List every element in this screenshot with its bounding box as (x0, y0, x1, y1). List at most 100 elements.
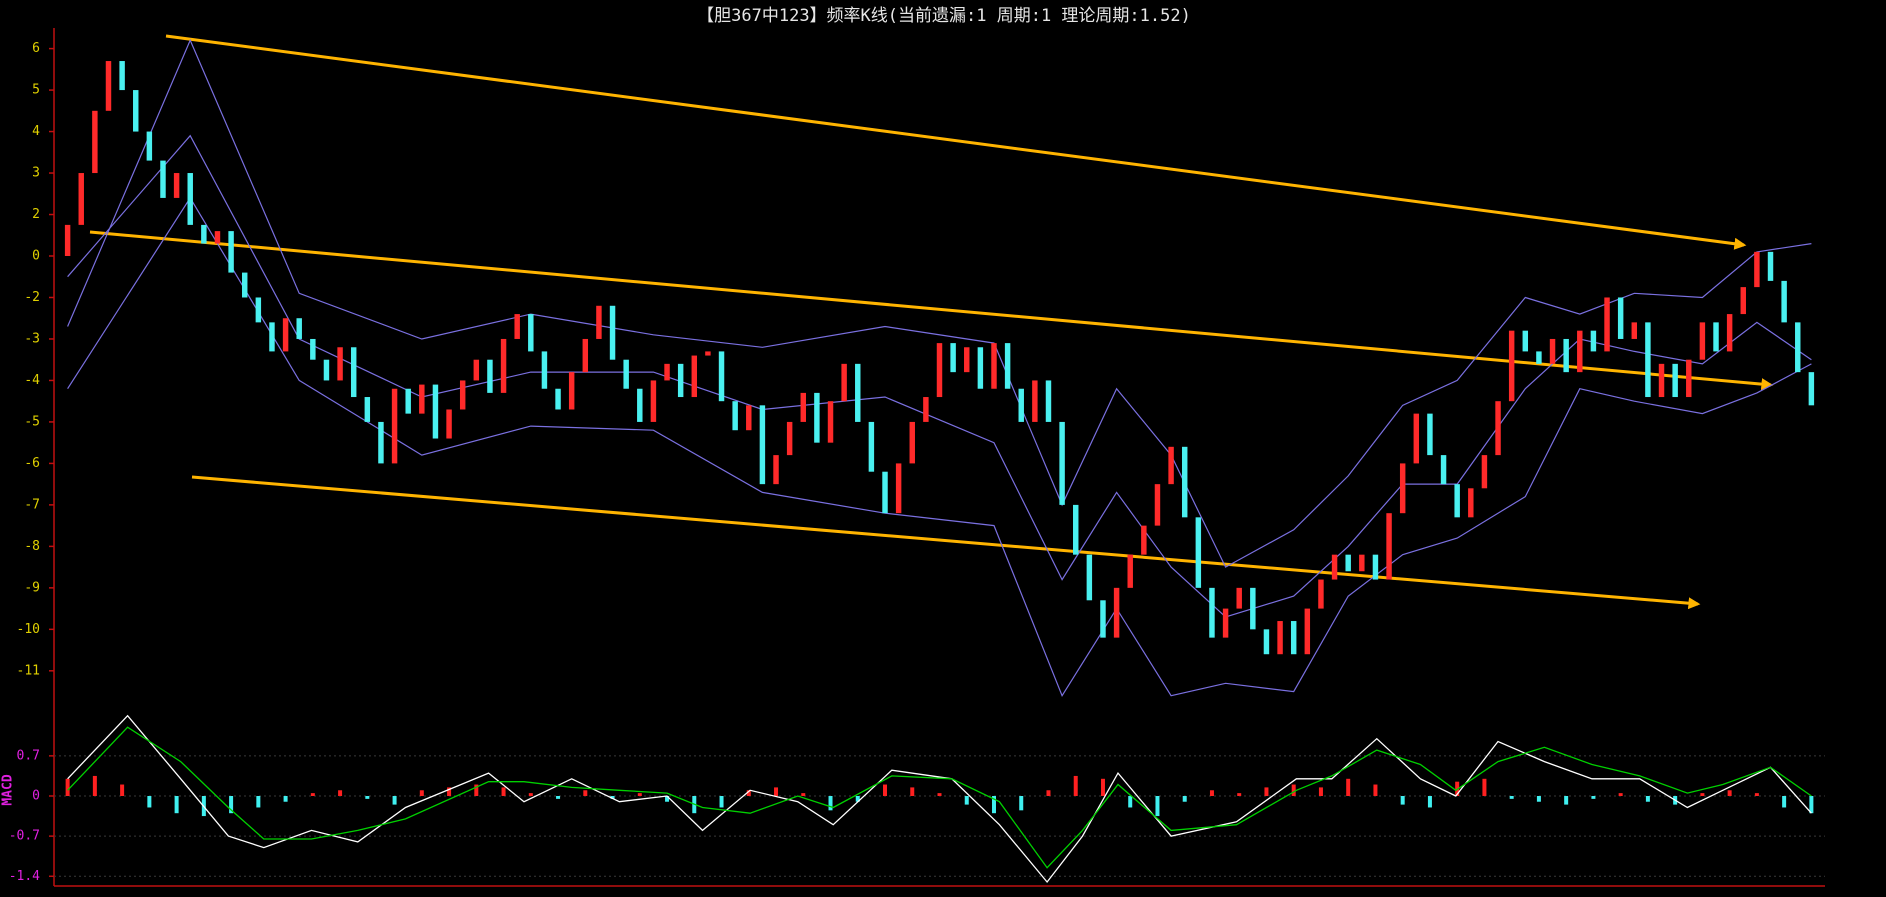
y-tick-label: 4 (32, 124, 40, 139)
macd-label: MACD (1, 774, 16, 805)
candle (568, 372, 575, 410)
candle (1781, 280, 1787, 323)
macd-bar (1237, 793, 1242, 796)
y-tick-label: -11 (17, 663, 40, 678)
trend-lines (89, 34, 1774, 610)
candle (541, 351, 548, 389)
candle (1018, 388, 1024, 422)
candle (650, 380, 657, 422)
candle (1495, 401, 1501, 456)
macd-bar (855, 796, 860, 802)
y-tick-label: -5 (24, 414, 40, 429)
y-tick-label: -10 (17, 622, 40, 637)
y-tick-label: -9 (24, 580, 40, 595)
macd-bar (1564, 796, 1569, 805)
candle (473, 359, 480, 381)
y-tick-label: -4 (24, 373, 40, 388)
y-tick-label: 2 (32, 207, 40, 222)
macd-bar (365, 796, 370, 799)
macd-bar (1182, 796, 1187, 802)
macd-bar (1782, 796, 1787, 808)
macd-bar (147, 796, 152, 808)
candle (841, 363, 847, 402)
candle (1032, 380, 1038, 422)
candle (1522, 330, 1529, 352)
candle (1304, 608, 1311, 655)
candle (1577, 330, 1583, 373)
candle (555, 388, 561, 410)
candle (895, 463, 902, 514)
candle (514, 314, 520, 339)
y-tick-label: -6 (24, 456, 40, 471)
candle (160, 160, 166, 198)
candle (677, 363, 684, 398)
candle (528, 314, 534, 352)
candle (1331, 554, 1338, 580)
macd-bar (283, 796, 288, 802)
candle (1754, 251, 1760, 288)
candle (1386, 513, 1392, 580)
candle (1686, 359, 1692, 398)
candle (1086, 554, 1093, 601)
candle (1413, 413, 1420, 464)
macd-bar (665, 796, 670, 802)
macd-bar (937, 793, 942, 796)
candle (1236, 587, 1242, 609)
y-tick-label: -2 (24, 290, 40, 305)
candle (228, 231, 234, 273)
macd-bar (910, 787, 915, 796)
y-tick-label: -0.7 (9, 829, 40, 844)
macd-bar (256, 796, 261, 808)
candle (1100, 600, 1106, 638)
candle (827, 401, 834, 443)
macd-bar (801, 793, 806, 796)
candle (773, 455, 779, 485)
macd-bar (1318, 787, 1323, 796)
macd-bar (556, 796, 561, 799)
macd-bar (528, 793, 533, 796)
macd-bar (174, 796, 179, 814)
macd-bar (501, 787, 506, 796)
candle (119, 61, 125, 91)
candle (255, 297, 262, 323)
macd-bar (419, 790, 424, 796)
candle (1454, 484, 1460, 518)
candle (596, 305, 602, 339)
macd-bar (774, 787, 779, 796)
candle (337, 347, 343, 381)
candle (950, 343, 956, 373)
candle (1277, 621, 1283, 655)
candle (350, 347, 357, 398)
y-tick-label: -3 (24, 331, 40, 346)
candle (664, 363, 670, 381)
candle (146, 131, 153, 161)
macd-bar (964, 796, 969, 805)
candle (364, 397, 371, 422)
candle (323, 359, 330, 381)
candle (1563, 338, 1569, 373)
y-tick-label: -8 (24, 539, 40, 554)
macd-bar (1346, 778, 1351, 796)
macd-bar (1509, 796, 1514, 799)
macd-bar (746, 790, 751, 796)
candle (909, 421, 915, 464)
candle (936, 343, 943, 398)
candle (1631, 322, 1638, 339)
candle (1658, 363, 1665, 398)
macd-bar (1645, 796, 1650, 802)
macd-bar (338, 790, 343, 796)
candle (1209, 587, 1215, 638)
candle (1481, 455, 1488, 489)
macd-bar (474, 784, 479, 796)
macd-bar (1727, 790, 1732, 796)
candle (1127, 554, 1133, 588)
candle (432, 384, 439, 439)
candle (173, 173, 180, 198)
macd-bar (120, 784, 125, 796)
candle (1222, 608, 1229, 638)
macd-line (67, 726, 1812, 869)
y-tick-label: 0 (32, 249, 40, 264)
candle (1045, 380, 1052, 422)
candle (1059, 421, 1065, 505)
candle (269, 322, 275, 352)
